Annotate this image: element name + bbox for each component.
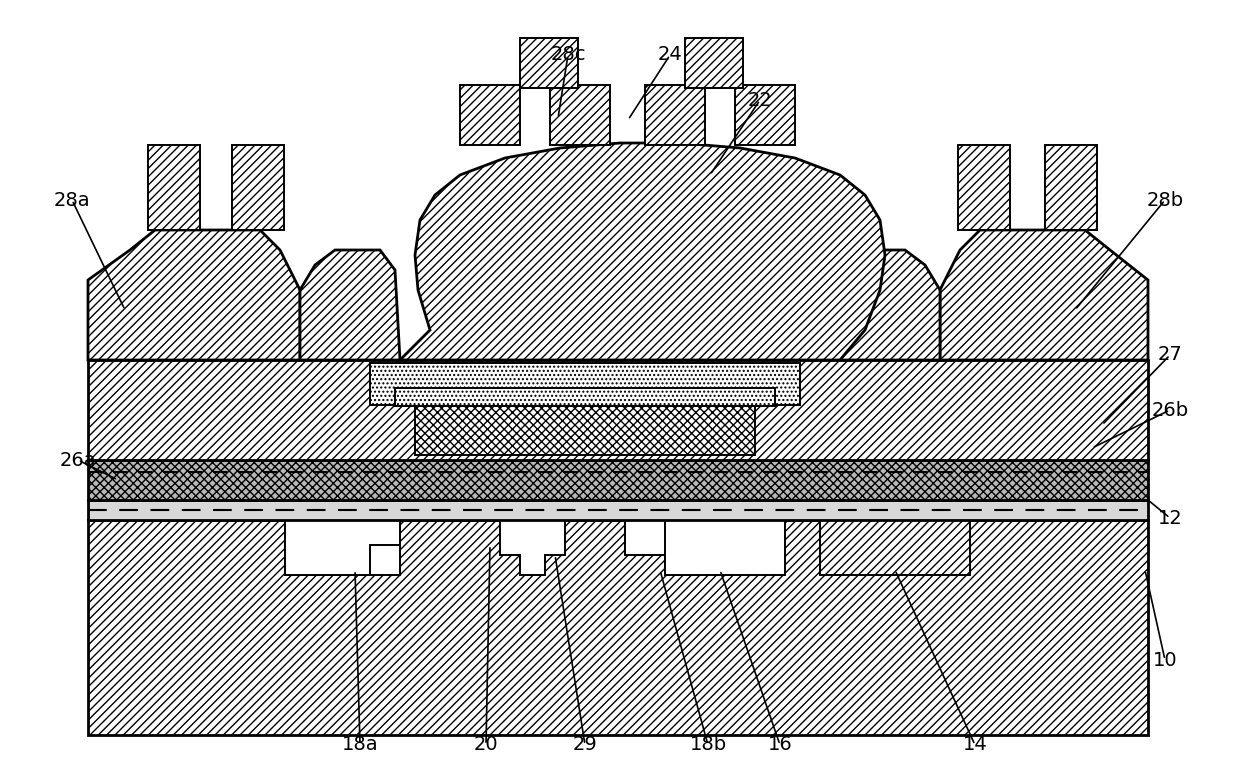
Polygon shape bbox=[684, 38, 743, 88]
Polygon shape bbox=[665, 520, 785, 575]
Text: 16: 16 bbox=[768, 736, 792, 754]
Polygon shape bbox=[396, 388, 775, 406]
Polygon shape bbox=[500, 520, 565, 575]
Text: 26b: 26b bbox=[1152, 401, 1189, 419]
Polygon shape bbox=[300, 250, 401, 360]
Polygon shape bbox=[285, 520, 401, 575]
Text: 10: 10 bbox=[1153, 651, 1177, 669]
Polygon shape bbox=[88, 500, 1148, 520]
Text: 28c: 28c bbox=[551, 46, 585, 65]
Text: 26a: 26a bbox=[60, 451, 97, 469]
Polygon shape bbox=[415, 405, 755, 455]
Polygon shape bbox=[520, 38, 578, 88]
Text: 28b: 28b bbox=[1147, 191, 1183, 209]
Polygon shape bbox=[735, 85, 795, 145]
Polygon shape bbox=[88, 230, 300, 360]
Text: 24: 24 bbox=[657, 46, 682, 65]
Text: 18a: 18a bbox=[342, 736, 378, 754]
Text: 14: 14 bbox=[962, 736, 987, 754]
Polygon shape bbox=[148, 145, 200, 230]
Text: 28a: 28a bbox=[53, 191, 91, 209]
Polygon shape bbox=[625, 520, 701, 575]
Polygon shape bbox=[839, 250, 940, 360]
Polygon shape bbox=[940, 230, 1148, 360]
Polygon shape bbox=[959, 145, 1011, 230]
Polygon shape bbox=[370, 363, 800, 405]
Polygon shape bbox=[88, 360, 1148, 460]
Text: 27: 27 bbox=[1158, 346, 1183, 364]
Polygon shape bbox=[460, 85, 520, 145]
Text: 12: 12 bbox=[1158, 509, 1183, 527]
Text: 22: 22 bbox=[748, 90, 773, 110]
Polygon shape bbox=[551, 85, 610, 145]
Text: 29: 29 bbox=[573, 736, 598, 754]
Polygon shape bbox=[232, 145, 284, 230]
Text: 18b: 18b bbox=[689, 736, 727, 754]
Polygon shape bbox=[285, 520, 401, 575]
Polygon shape bbox=[1045, 145, 1097, 230]
Polygon shape bbox=[88, 520, 1148, 735]
Polygon shape bbox=[401, 143, 885, 360]
Polygon shape bbox=[820, 520, 970, 575]
Text: 20: 20 bbox=[474, 736, 498, 754]
Polygon shape bbox=[88, 460, 1148, 500]
Polygon shape bbox=[645, 85, 706, 145]
